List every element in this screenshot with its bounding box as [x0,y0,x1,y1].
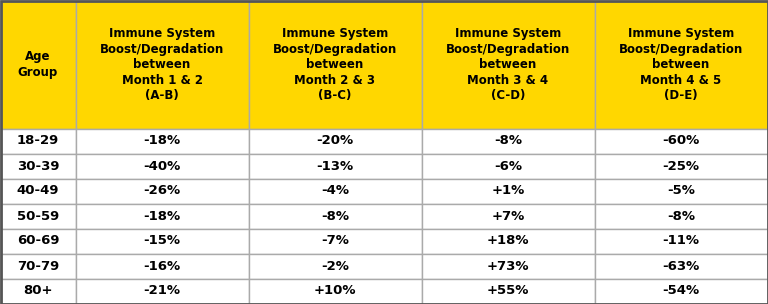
Text: +7%: +7% [492,209,525,223]
Bar [422,278,594,303]
Text: -6%: -6% [494,160,522,172]
Text: +18%: +18% [487,234,529,247]
Bar [249,154,422,178]
Text: 30-39: 30-39 [17,160,59,172]
Text: Immune System
Boost/Degradation
between
Month 3 & 4
(C-D): Immune System Boost/Degradation between … [446,27,570,102]
Text: 70-79: 70-79 [17,260,59,272]
Bar [249,178,422,203]
Text: 60-69: 60-69 [17,234,59,247]
Bar [422,203,594,229]
Bar [75,203,249,229]
Bar [594,129,767,154]
Text: -26%: -26% [144,185,180,198]
Bar [1,129,75,154]
Text: -8%: -8% [321,209,349,223]
Bar [249,229,422,254]
Bar [75,278,249,303]
Bar [249,203,422,229]
Text: -2%: -2% [321,260,349,272]
Text: -18%: -18% [144,134,180,147]
Bar [1,1,75,129]
Text: -4%: -4% [321,185,349,198]
Text: -54%: -54% [663,285,700,298]
Text: -60%: -60% [662,134,700,147]
Bar [594,178,767,203]
Text: 80+: 80+ [23,285,53,298]
Bar [75,178,249,203]
Text: 18-29: 18-29 [17,134,59,147]
Text: +1%: +1% [492,185,525,198]
Text: Immune System
Boost/Degradation
between
Month 4 & 5
(D-E): Immune System Boost/Degradation between … [619,27,743,102]
Bar [75,229,249,254]
Text: -21%: -21% [144,285,180,298]
Text: +55%: +55% [487,285,529,298]
Text: -20%: -20% [316,134,353,147]
Bar [1,278,75,303]
Text: -8%: -8% [667,209,695,223]
Text: +10%: +10% [314,285,356,298]
Bar [594,154,767,178]
Bar [1,254,75,278]
Bar [422,129,594,154]
Bar [75,129,249,154]
Bar [1,178,75,203]
Bar [422,1,594,129]
Text: 40-49: 40-49 [17,185,59,198]
Bar [249,129,422,154]
Text: -13%: -13% [316,160,353,172]
Bar [594,254,767,278]
Bar [422,178,594,203]
Text: -25%: -25% [663,160,700,172]
Text: -63%: -63% [662,260,700,272]
Text: -16%: -16% [144,260,180,272]
Bar [594,278,767,303]
Text: -11%: -11% [663,234,700,247]
Bar [594,1,767,129]
Bar [1,229,75,254]
Text: -7%: -7% [321,234,349,247]
Text: -8%: -8% [494,134,522,147]
Bar [75,1,249,129]
Text: +73%: +73% [487,260,529,272]
Text: -15%: -15% [144,234,180,247]
Bar [249,254,422,278]
Text: Immune System
Boost/Degradation
between
Month 1 & 2
(A-B): Immune System Boost/Degradation between … [100,27,224,102]
Bar [75,154,249,178]
Text: Immune System
Boost/Degradation
between
Month 2 & 3
(B-C): Immune System Boost/Degradation between … [273,27,397,102]
Bar [249,1,422,129]
Text: Age
Group: Age Group [18,50,58,79]
Bar [594,203,767,229]
Bar [594,229,767,254]
Text: -5%: -5% [667,185,695,198]
Bar [75,254,249,278]
Bar [1,154,75,178]
Bar [1,203,75,229]
Bar [422,229,594,254]
Text: 50-59: 50-59 [17,209,59,223]
Bar [422,254,594,278]
Text: -18%: -18% [144,209,180,223]
Bar [422,154,594,178]
Text: -40%: -40% [144,160,180,172]
Bar [249,278,422,303]
